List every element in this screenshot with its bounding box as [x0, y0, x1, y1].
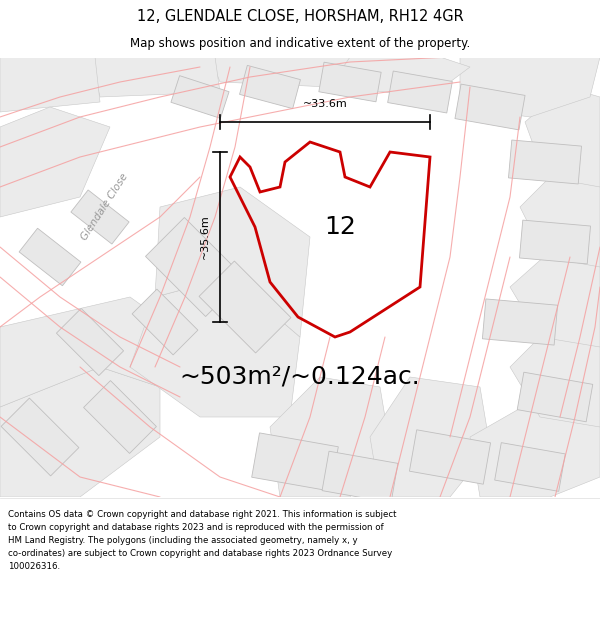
Text: 12: 12	[324, 215, 356, 239]
Polygon shape	[239, 66, 301, 109]
Polygon shape	[388, 71, 452, 113]
Polygon shape	[319, 62, 381, 102]
Polygon shape	[71, 190, 129, 244]
Polygon shape	[482, 299, 557, 345]
Text: co-ordinates) are subject to Crown copyright and database rights 2023 Ordnance S: co-ordinates) are subject to Crown copyr…	[8, 549, 392, 558]
Polygon shape	[508, 140, 581, 184]
Polygon shape	[322, 451, 398, 503]
Polygon shape	[83, 381, 157, 453]
Polygon shape	[146, 217, 244, 316]
Polygon shape	[1, 398, 79, 476]
Polygon shape	[56, 308, 124, 376]
Polygon shape	[0, 297, 200, 407]
Polygon shape	[199, 261, 291, 353]
Polygon shape	[370, 377, 490, 497]
Polygon shape	[132, 289, 198, 355]
Polygon shape	[155, 187, 310, 337]
Polygon shape	[510, 327, 600, 427]
Polygon shape	[455, 84, 525, 130]
Polygon shape	[460, 57, 600, 117]
Text: 100026316.: 100026316.	[8, 562, 60, 571]
Polygon shape	[0, 367, 160, 497]
Polygon shape	[330, 57, 470, 97]
Polygon shape	[19, 228, 81, 286]
Polygon shape	[252, 433, 338, 491]
Polygon shape	[494, 442, 565, 491]
Text: to Crown copyright and database rights 2023 and is reproduced with the permissio: to Crown copyright and database rights 2…	[8, 523, 383, 532]
Polygon shape	[0, 57, 100, 112]
Polygon shape	[520, 220, 590, 264]
Polygon shape	[525, 87, 600, 187]
Text: ~33.6m: ~33.6m	[302, 99, 347, 109]
Polygon shape	[409, 430, 491, 484]
Polygon shape	[520, 167, 600, 267]
Text: ~503m²/~0.124ac.: ~503m²/~0.124ac.	[179, 365, 421, 389]
Text: ~35.6m: ~35.6m	[200, 214, 210, 259]
Text: Contains OS data © Crown copyright and database right 2021. This information is : Contains OS data © Crown copyright and d…	[8, 510, 397, 519]
Polygon shape	[171, 76, 229, 118]
Text: HM Land Registry. The polygons (including the associated geometry, namely x, y: HM Land Registry. The polygons (includin…	[8, 536, 358, 545]
Polygon shape	[0, 107, 110, 217]
Polygon shape	[510, 247, 600, 347]
Polygon shape	[517, 372, 593, 422]
Polygon shape	[210, 57, 350, 87]
Polygon shape	[90, 57, 220, 97]
Text: 12, GLENDALE CLOSE, HORSHAM, RH12 4GR: 12, GLENDALE CLOSE, HORSHAM, RH12 4GR	[137, 9, 463, 24]
Text: Glendale Close: Glendale Close	[80, 172, 130, 242]
Polygon shape	[270, 377, 390, 497]
Text: Map shows position and indicative extent of the property.: Map shows position and indicative extent…	[130, 37, 470, 50]
Polygon shape	[130, 277, 300, 417]
Polygon shape	[470, 397, 600, 497]
